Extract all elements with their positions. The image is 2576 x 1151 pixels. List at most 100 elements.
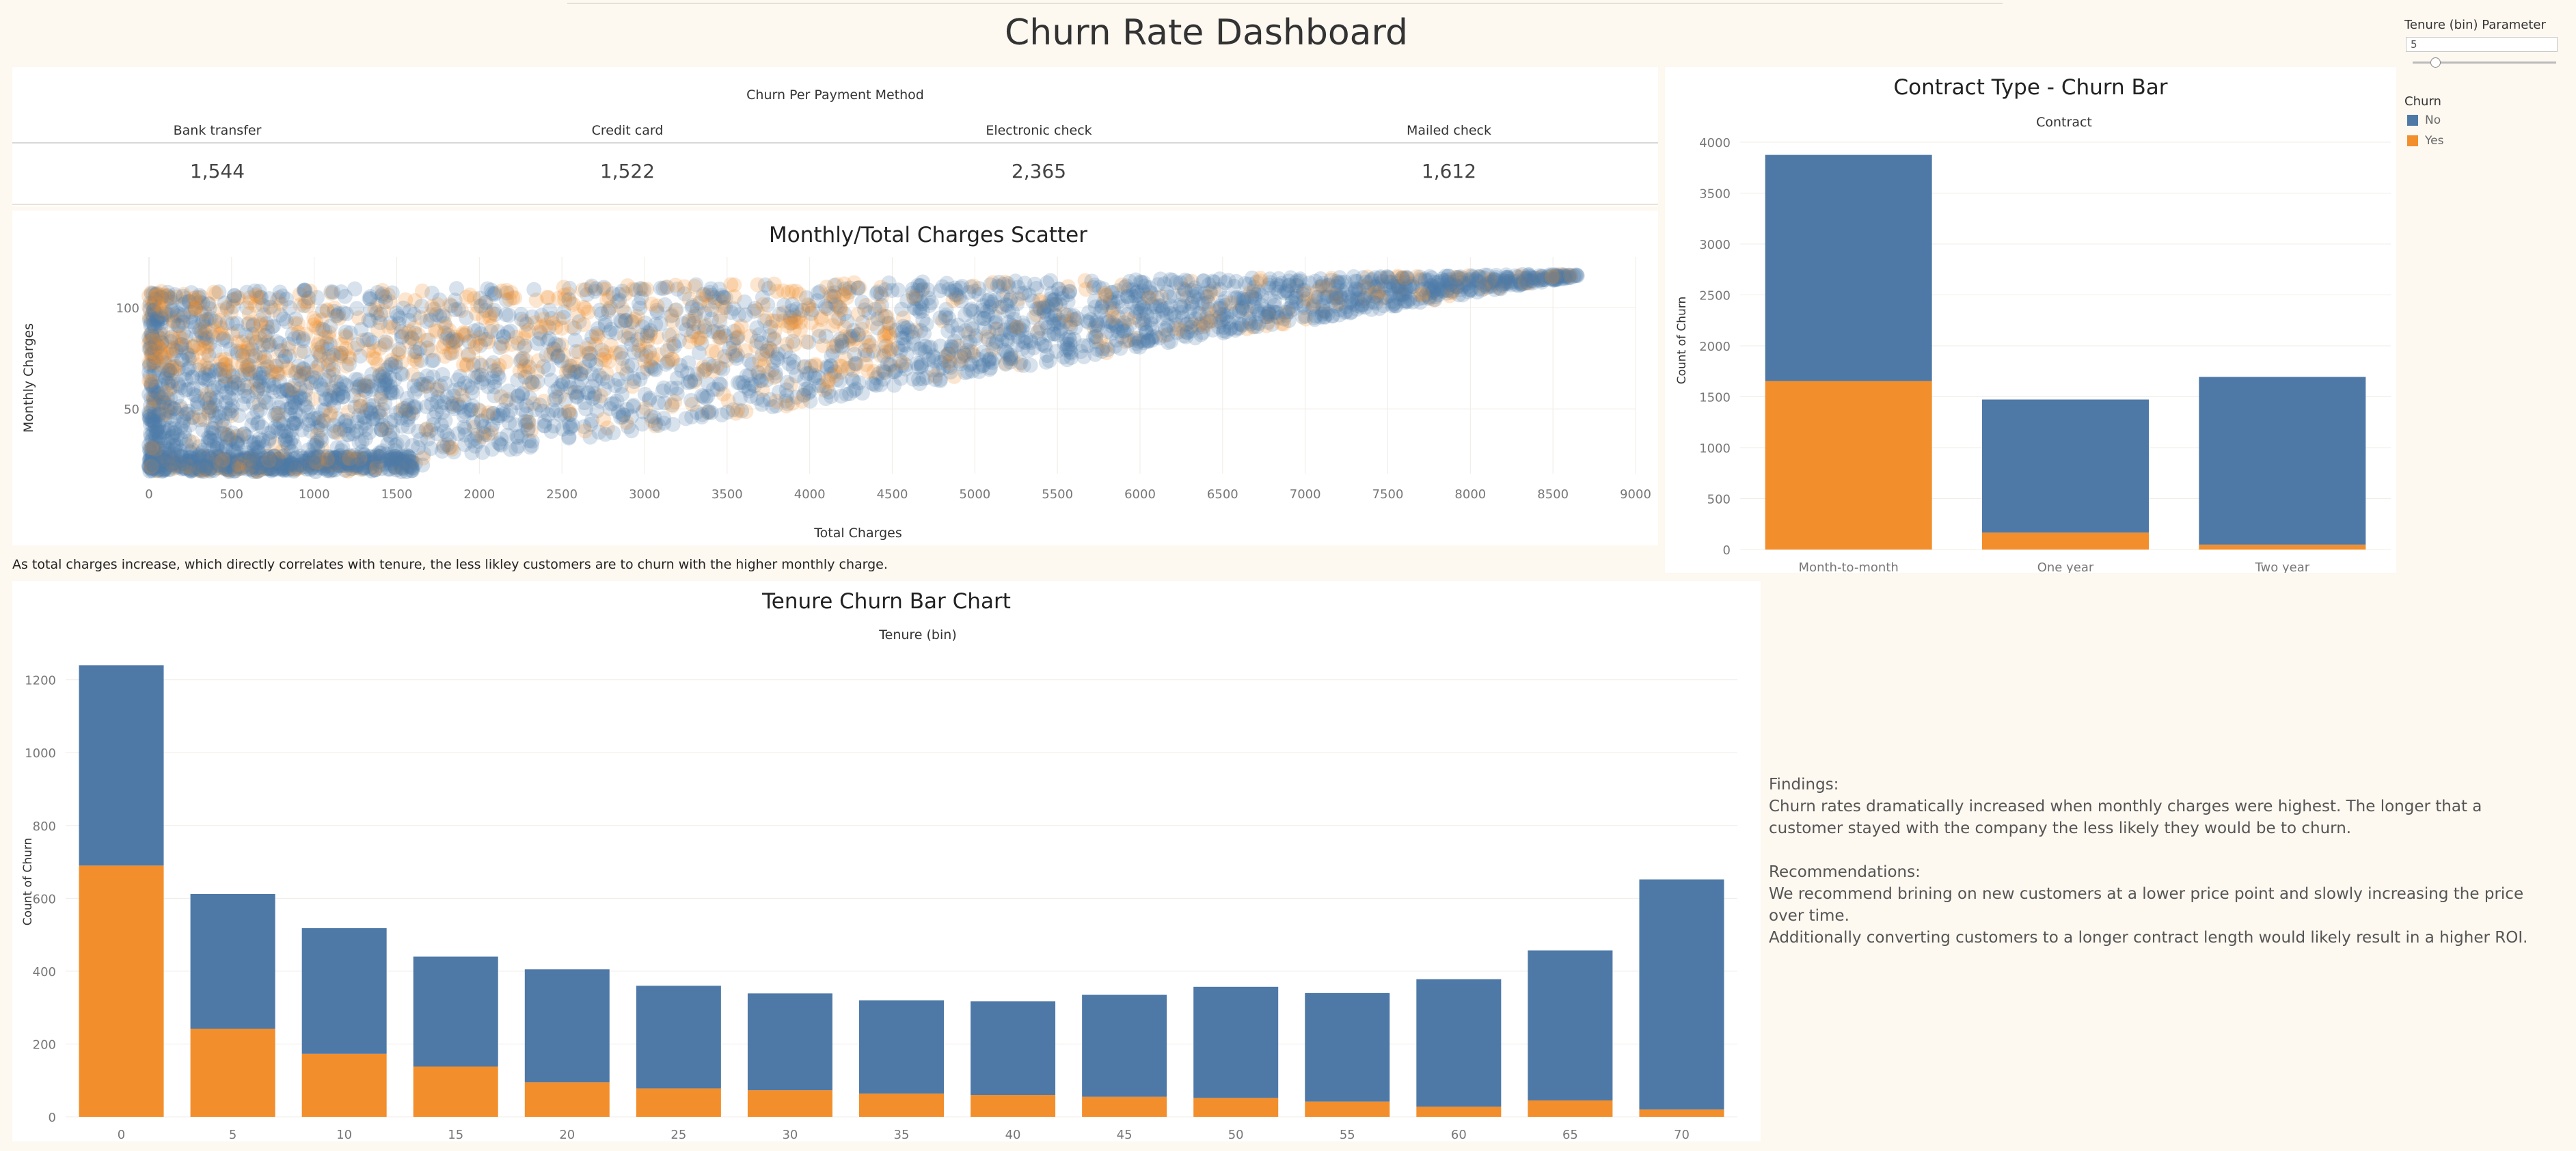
scatter-point xyxy=(274,394,290,410)
scatter-point xyxy=(236,426,252,442)
tenure-parameter-slider-handle[interactable] xyxy=(2430,57,2441,68)
scatter-point xyxy=(1510,273,1526,288)
scatter-point xyxy=(1009,319,1025,335)
scatter-x-tick-label: 5500 xyxy=(1042,487,1073,502)
scatter-point xyxy=(1193,327,1209,342)
scatter-point xyxy=(697,362,713,378)
scatter-point xyxy=(154,311,170,327)
scatter-point xyxy=(590,327,606,343)
scatter-point xyxy=(485,406,501,422)
legend-item-no[interactable]: No xyxy=(2407,113,2441,127)
scatter-point xyxy=(239,429,254,444)
scatter-point xyxy=(611,286,627,302)
scatter-point xyxy=(1029,280,1044,296)
x-tick-label: One year xyxy=(2037,560,2094,573)
scatter-point xyxy=(464,385,480,401)
scatter-point xyxy=(541,362,556,377)
scatter-point xyxy=(151,417,167,433)
scatter-point xyxy=(552,389,567,405)
scatter-point xyxy=(1316,310,1332,325)
findings-heading: Findings: xyxy=(1769,776,1839,794)
scatter-point xyxy=(1397,288,1413,304)
scatter-point xyxy=(386,451,402,467)
scatter-point xyxy=(262,461,277,476)
scatter-point xyxy=(401,334,417,350)
scatter-point xyxy=(1163,298,1178,314)
scatter-point xyxy=(1236,292,1251,308)
scatter-point xyxy=(404,453,420,469)
scatter-point xyxy=(442,439,457,455)
scatter-point xyxy=(201,449,217,465)
scatter-point xyxy=(842,280,858,296)
scatter-point xyxy=(383,383,398,398)
scatter-point xyxy=(518,325,534,340)
scatter-point xyxy=(336,453,352,469)
scatter-point xyxy=(148,379,164,394)
scatter-point xyxy=(180,459,196,474)
scatter-point xyxy=(283,435,299,450)
scatter-point xyxy=(207,343,223,359)
scatter-point xyxy=(1426,292,1442,308)
scatter-point xyxy=(202,463,218,479)
scatter-point xyxy=(694,409,709,425)
scatter-point xyxy=(1301,275,1317,291)
scatter-point xyxy=(1229,321,1245,336)
scatter-point xyxy=(910,371,926,387)
scatter-point xyxy=(833,364,849,380)
scatter-point xyxy=(1260,306,1276,321)
scatter-point xyxy=(178,290,193,306)
scatter-point xyxy=(569,344,584,360)
scatter-point xyxy=(533,325,549,341)
scatter-point xyxy=(1547,268,1562,284)
scatter-point xyxy=(941,282,957,297)
scatter-point xyxy=(984,355,1000,370)
scatter-point xyxy=(1315,303,1331,319)
scatter-point xyxy=(1480,267,1495,283)
scatter-point xyxy=(730,322,746,338)
scatter-point xyxy=(143,452,159,468)
x-tick-label: Month-to-month xyxy=(1799,560,1899,573)
scatter-point xyxy=(302,450,318,466)
scatter-point xyxy=(174,337,190,353)
scatter-point xyxy=(293,344,308,360)
scatter-point xyxy=(219,457,235,472)
scatter-point xyxy=(1184,317,1200,333)
scatter-point xyxy=(729,330,744,346)
scatter-point xyxy=(267,448,283,464)
scatter-point xyxy=(839,386,854,402)
scatter-point xyxy=(280,435,295,451)
scatter-point xyxy=(698,362,714,377)
scatter-point xyxy=(1234,300,1250,316)
scatter-point xyxy=(1228,290,1243,306)
scatter-point xyxy=(920,282,936,298)
scatter-point xyxy=(306,455,322,471)
scatter-point xyxy=(319,463,335,478)
scatter-point xyxy=(1295,297,1311,313)
scatter-point xyxy=(275,460,291,476)
scatter-point xyxy=(1085,280,1101,295)
scatter-point xyxy=(554,337,569,353)
legend-item-yes[interactable]: Yes xyxy=(2407,134,2443,148)
scatter-point xyxy=(1421,282,1437,297)
scatter-point xyxy=(1128,272,1143,288)
scatter-point xyxy=(833,302,849,318)
scatter-point xyxy=(253,402,269,418)
scatter-point xyxy=(216,330,232,346)
scatter-point xyxy=(882,326,897,342)
scatter-point xyxy=(163,361,179,377)
scatter-point xyxy=(366,343,382,359)
scatter-point xyxy=(171,453,187,469)
scatter-point xyxy=(167,457,183,473)
scatter-point xyxy=(382,461,398,477)
scatter-point xyxy=(143,311,159,327)
scatter-point xyxy=(576,419,592,435)
scatter-point xyxy=(165,347,181,362)
scatter-point xyxy=(1139,287,1154,303)
scatter-point xyxy=(591,368,607,383)
tenure-parameter-input[interactable]: 5 xyxy=(2406,37,2558,52)
scatter-point xyxy=(973,310,988,326)
scatter-point xyxy=(142,357,158,373)
scatter-point xyxy=(1122,332,1137,348)
scatter-point xyxy=(152,442,167,458)
scatter-point xyxy=(170,448,186,463)
